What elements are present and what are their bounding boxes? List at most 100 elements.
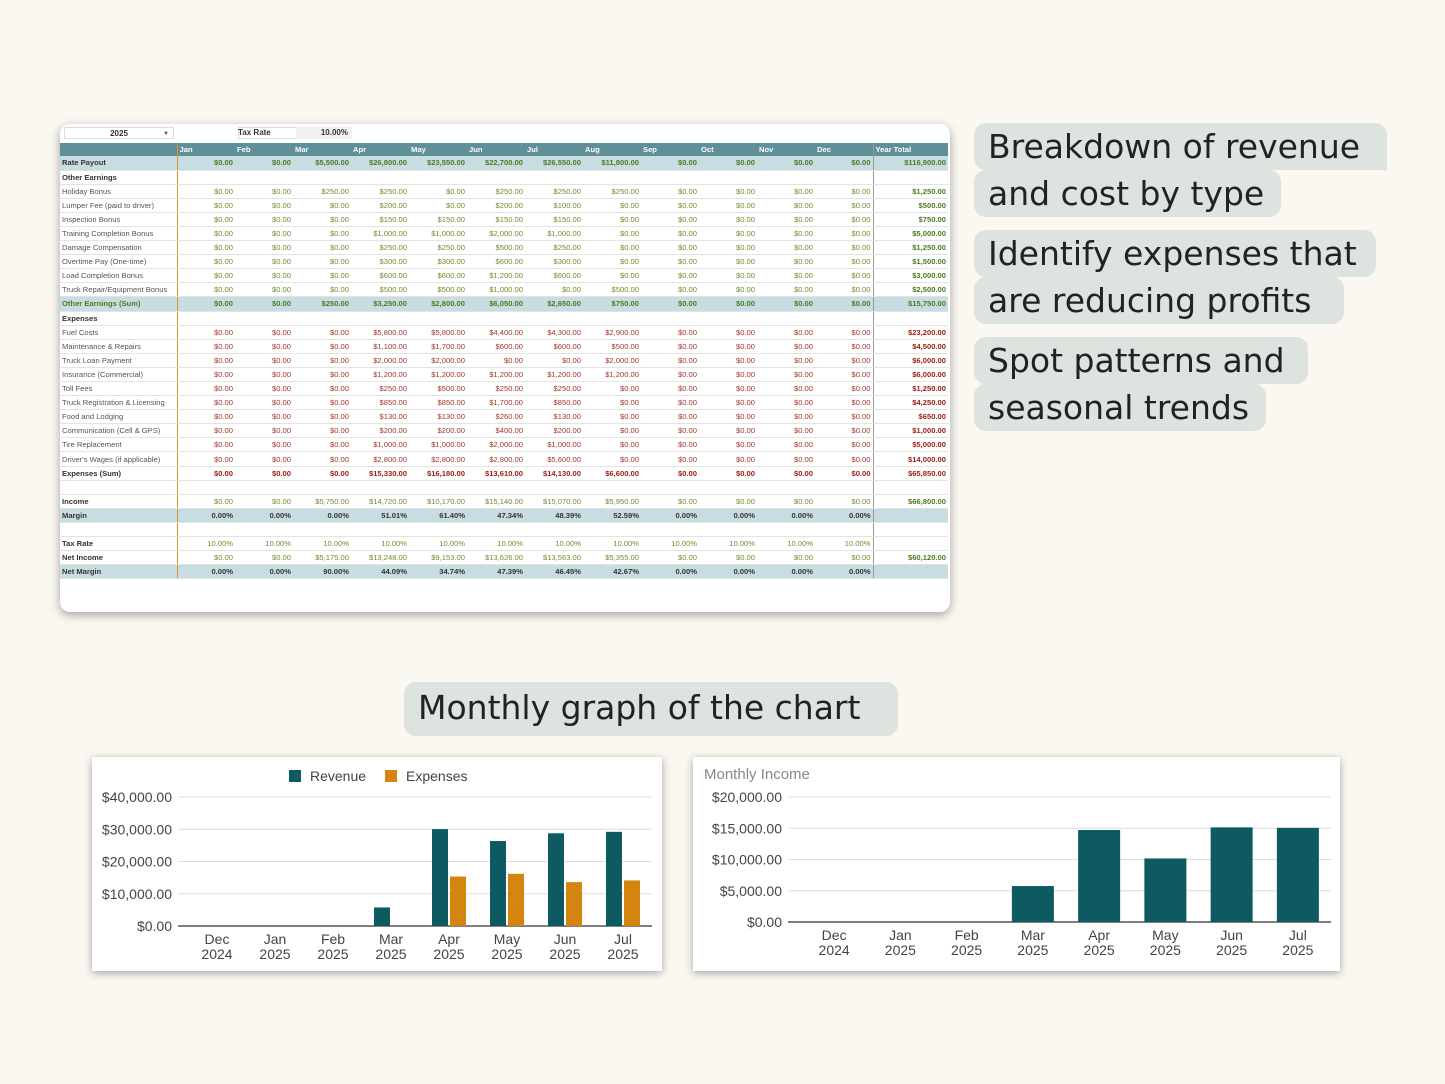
table-cell[interactable]: $200.00 bbox=[351, 198, 409, 213]
table-cell[interactable]: $0.00 bbox=[641, 325, 699, 340]
table-cell[interactable] bbox=[525, 480, 583, 495]
table-cell[interactable]: $1,000.00 bbox=[467, 282, 525, 298]
table-cell[interactable]: $0.00 bbox=[641, 353, 699, 368]
table-cell[interactable]: $0.00 bbox=[641, 367, 699, 383]
table-cell[interactable]: $0.00 bbox=[293, 451, 351, 467]
table-cell[interactable]: $130.00 bbox=[409, 409, 467, 425]
table-cell[interactable]: $0.00 bbox=[699, 156, 757, 171]
table-cell[interactable]: $0.00 bbox=[757, 466, 815, 481]
table-cell[interactable] bbox=[699, 522, 757, 538]
table-cell[interactable]: $0.00 bbox=[757, 381, 815, 397]
table-cell[interactable]: $0.00 bbox=[641, 381, 699, 397]
table-cell[interactable]: $14,720.00 bbox=[351, 494, 409, 509]
table-cell[interactable]: $250.00 bbox=[351, 184, 409, 199]
table-cell[interactable]: $250.00 bbox=[293, 296, 351, 312]
table-cell[interactable]: $500.00 bbox=[583, 339, 641, 354]
table-cell[interactable]: $0.00 bbox=[757, 409, 815, 425]
table-cell[interactable]: 34.74% bbox=[409, 564, 467, 580]
table-cell[interactable]: $0.00 bbox=[641, 226, 699, 242]
year-total-cell[interactable]: $750.00 bbox=[872, 212, 948, 227]
table-cell[interactable]: $0.00 bbox=[177, 451, 235, 467]
table-cell[interactable]: $400.00 bbox=[467, 423, 525, 439]
table-cell[interactable]: $0.00 bbox=[815, 494, 873, 509]
table-cell[interactable]: $0.00 bbox=[235, 550, 293, 566]
table-cell[interactable]: 10.00% bbox=[699, 536, 757, 552]
table-cell[interactable]: $0.00 bbox=[177, 282, 235, 298]
table-cell[interactable]: $200.00 bbox=[525, 423, 583, 439]
year-total-cell[interactable] bbox=[872, 480, 948, 495]
table-cell[interactable]: $0.00 bbox=[699, 184, 757, 199]
table-cell[interactable]: $0.00 bbox=[293, 282, 351, 298]
table-cell[interactable]: $2,000.00 bbox=[409, 353, 467, 368]
row-label[interactable]: Truck Registration & Licensing bbox=[60, 395, 178, 411]
table-cell[interactable]: $2,000.00 bbox=[467, 437, 525, 453]
year-total-cell[interactable]: $60,120.00 bbox=[872, 550, 948, 566]
table-cell[interactable]: $0.00 bbox=[235, 409, 293, 425]
table-cell[interactable]: $0.00 bbox=[177, 550, 235, 566]
table-cell[interactable]: 0.00% bbox=[815, 564, 873, 580]
table-cell[interactable]: $0.00 bbox=[235, 395, 293, 411]
table-cell[interactable]: $0.00 bbox=[583, 254, 641, 270]
table-cell[interactable]: 0.00% bbox=[235, 508, 293, 523]
table-cell[interactable]: $0.00 bbox=[583, 226, 641, 242]
year-total-cell[interactable] bbox=[872, 170, 948, 185]
table-cell[interactable]: $1,200.00 bbox=[467, 268, 525, 284]
table-cell[interactable]: $500.00 bbox=[351, 282, 409, 298]
table-cell[interactable]: $0.00 bbox=[583, 395, 641, 411]
table-cell[interactable] bbox=[583, 522, 641, 538]
table-cell[interactable]: $850.00 bbox=[409, 395, 467, 411]
table-cell[interactable] bbox=[699, 480, 757, 495]
table-cell[interactable]: $0.00 bbox=[177, 268, 235, 284]
table-cell[interactable]: $5,600.00 bbox=[525, 451, 583, 467]
year-total-cell[interactable]: $23,200.00 bbox=[872, 325, 948, 340]
table-cell[interactable]: $0.00 bbox=[293, 409, 351, 425]
table-cell[interactable]: $0.00 bbox=[235, 296, 293, 312]
table-cell[interactable]: $0.00 bbox=[235, 240, 293, 256]
row-label[interactable]: Income bbox=[60, 494, 178, 509]
table-cell[interactable]: $130.00 bbox=[351, 409, 409, 425]
table-cell[interactable]: $16,180.00 bbox=[409, 466, 467, 481]
table-cell[interactable]: $0.00 bbox=[641, 423, 699, 439]
table-cell[interactable]: $0.00 bbox=[235, 268, 293, 284]
table-cell[interactable]: $100.00 bbox=[525, 198, 583, 213]
row-label[interactable]: Other Earnings bbox=[60, 170, 178, 185]
table-cell[interactable]: $0.00 bbox=[641, 409, 699, 425]
table-cell[interactable]: $26,800.00 bbox=[351, 156, 409, 171]
table-cell[interactable] bbox=[641, 522, 699, 538]
table-cell[interactable]: $0.00 bbox=[641, 395, 699, 411]
table-cell[interactable]: $1,000.00 bbox=[409, 226, 467, 242]
row-label[interactable]: Insurance (Commercial) bbox=[60, 367, 178, 383]
table-cell[interactable]: $5,800.00 bbox=[409, 325, 467, 340]
table-cell[interactable]: $0.00 bbox=[177, 198, 235, 213]
table-cell[interactable]: $0.00 bbox=[177, 325, 235, 340]
table-cell[interactable]: 51.01% bbox=[351, 508, 409, 523]
year-total-cell[interactable]: $15,750.00 bbox=[872, 296, 948, 312]
table-cell[interactable]: 52.59% bbox=[583, 508, 641, 523]
table-cell[interactable]: $0.00 bbox=[177, 494, 235, 509]
table-cell[interactable]: $600.00 bbox=[351, 268, 409, 284]
table-cell[interactable]: $0.00 bbox=[699, 240, 757, 256]
table-cell[interactable]: $2,800.00 bbox=[409, 296, 467, 312]
table-cell[interactable]: $23,550.00 bbox=[409, 156, 467, 171]
table-cell[interactable]: $0.00 bbox=[757, 395, 815, 411]
table-cell[interactable]: $600.00 bbox=[525, 268, 583, 284]
table-cell[interactable] bbox=[757, 170, 815, 185]
table-cell[interactable]: 90.00% bbox=[293, 564, 351, 580]
table-cell[interactable]: $1,000.00 bbox=[409, 437, 467, 453]
table-cell[interactable]: $5,175.00 bbox=[293, 550, 351, 566]
table-cell[interactable] bbox=[583, 480, 641, 495]
table-cell[interactable] bbox=[583, 170, 641, 185]
row-label[interactable]: Expenses bbox=[60, 311, 178, 326]
table-cell[interactable]: $9,153.00 bbox=[409, 550, 467, 566]
table-cell[interactable]: $0.00 bbox=[699, 381, 757, 397]
table-cell[interactable]: $300.00 bbox=[525, 254, 583, 270]
table-cell[interactable]: $0.00 bbox=[641, 212, 699, 227]
table-cell[interactable]: $0.00 bbox=[641, 296, 699, 312]
table-cell[interactable]: $0.00 bbox=[177, 296, 235, 312]
table-cell[interactable]: $0.00 bbox=[235, 381, 293, 397]
year-total-cell[interactable]: $2,500.00 bbox=[872, 282, 948, 298]
table-cell[interactable]: 0.00% bbox=[757, 564, 815, 580]
table-cell[interactable]: $0.00 bbox=[293, 437, 351, 453]
table-cell[interactable]: $0.00 bbox=[757, 240, 815, 256]
table-cell[interactable]: $0.00 bbox=[815, 296, 873, 312]
